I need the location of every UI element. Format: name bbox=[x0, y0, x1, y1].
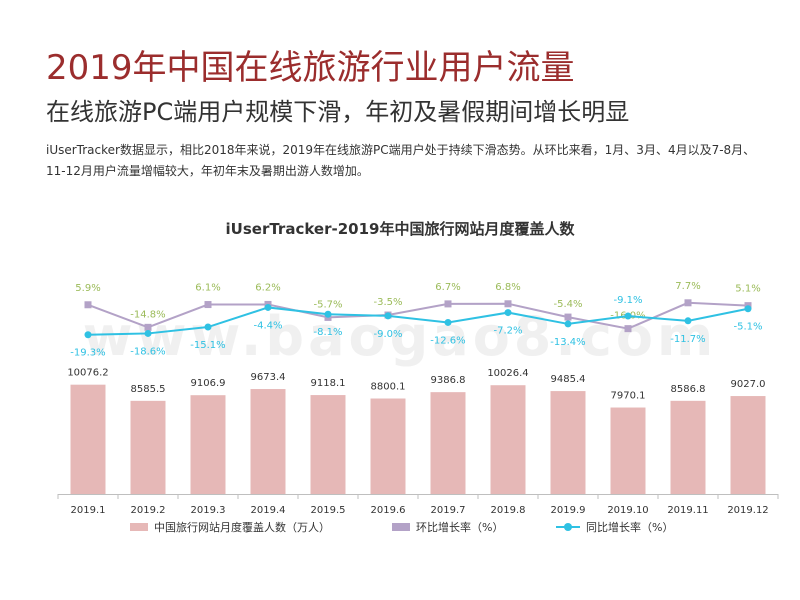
x-tick-label: 2019.8 bbox=[491, 505, 526, 516]
bar bbox=[670, 400, 706, 494]
mom-series-line bbox=[87, 301, 749, 330]
x-tick-label: 2019.10 bbox=[607, 505, 648, 516]
watermark: www.baogao8.com bbox=[82, 305, 718, 368]
mom-value-label: 6.7% bbox=[435, 282, 460, 293]
bar bbox=[730, 396, 766, 494]
mom-point bbox=[624, 325, 632, 333]
x-tick-label: 2019.5 bbox=[311, 505, 346, 516]
yoy-value-label: -9.0% bbox=[373, 329, 402, 340]
mom-value-label: 5.9% bbox=[75, 283, 100, 294]
bar bbox=[130, 400, 166, 494]
x-tick-label: 2019.4 bbox=[251, 505, 286, 516]
x-tick-label: 2019.11 bbox=[667, 505, 708, 516]
yoy-point bbox=[144, 329, 152, 337]
bar bbox=[430, 392, 466, 494]
yoy-point bbox=[744, 305, 752, 313]
x-tick-label: 2019.7 bbox=[431, 505, 466, 516]
bar-value-label: 8586.8 bbox=[671, 384, 706, 395]
yoy-value-label: -13.4% bbox=[550, 337, 585, 348]
yoy-point bbox=[684, 317, 692, 325]
mom-value-label: 6.8% bbox=[495, 282, 520, 293]
yoy-value-label: -19.3% bbox=[70, 348, 105, 359]
bar bbox=[310, 395, 346, 494]
legend-label-coverage: 中国旅行网站月度覆盖人数（万人） bbox=[154, 521, 330, 534]
yoy-point bbox=[84, 331, 92, 339]
bar-value-label: 9485.4 bbox=[551, 374, 586, 385]
bar-value-label: 10026.4 bbox=[487, 368, 528, 379]
legend-label-yoy: 同比增长率（%） bbox=[586, 521, 674, 534]
mom-point bbox=[564, 313, 572, 321]
yoy-value-label: -18.6% bbox=[130, 346, 165, 357]
legend-swatch-mom bbox=[392, 523, 410, 531]
yoy-point bbox=[504, 309, 512, 317]
bar-value-label: 8800.1 bbox=[371, 382, 406, 393]
yoy-point bbox=[264, 303, 272, 311]
bar-value-label: 7970.1 bbox=[611, 391, 646, 402]
chart-title: iUserTracker-2019年中国旅行网站月度覆盖人数 bbox=[225, 220, 575, 238]
legend-item-coverage: 中国旅行网站月度覆盖人数（万人） bbox=[130, 519, 330, 535]
mom-value-label: 5.1% bbox=[735, 284, 760, 295]
legend-swatch-bar bbox=[130, 523, 148, 531]
yoy-value-label: -8.1% bbox=[313, 327, 342, 338]
mom-value-label: -14.8% bbox=[130, 309, 165, 320]
yoy-value-label: -4.4% bbox=[253, 320, 282, 331]
yoy-value-label: -5.1% bbox=[733, 322, 762, 333]
page-title: 2019年中国在线旅游行业用户流量 bbox=[46, 48, 575, 88]
yoy-point bbox=[624, 312, 632, 320]
yoy-value-label: -7.2% bbox=[493, 326, 522, 337]
yoy-series-line bbox=[87, 306, 749, 336]
bar bbox=[610, 407, 646, 494]
bar-value-label: 9106.9 bbox=[191, 378, 226, 389]
description-text: iUserTracker数据显示，相比2018年来说，2019年在线旅游PC端用… bbox=[46, 143, 756, 178]
mom-value-label: 6.1% bbox=[195, 283, 220, 294]
bar-value-label: 9027.0 bbox=[731, 379, 766, 390]
legend-item-yoy: 同比增长率（%） bbox=[556, 519, 673, 535]
bar bbox=[250, 389, 286, 494]
mom-point bbox=[204, 301, 212, 309]
mom-point bbox=[504, 300, 512, 308]
bar bbox=[370, 398, 406, 494]
yoy-value-label: -9.1% bbox=[613, 295, 642, 306]
x-tick-label: 2019.2 bbox=[131, 505, 166, 516]
page-subtitle: 在线旅游PC端用户规模下滑，年初及暑假期间增长明显 bbox=[46, 98, 630, 126]
legend-label-mom: 环比增长率（%） bbox=[416, 521, 504, 534]
legend-item-mom: 环比增长率（%） bbox=[392, 519, 503, 535]
mom-value-label: -5.4% bbox=[553, 299, 582, 310]
yoy-point bbox=[384, 312, 392, 320]
yoy-value-label: -11.7% bbox=[670, 334, 705, 345]
yoy-point bbox=[444, 318, 452, 326]
bar bbox=[190, 395, 226, 494]
mom-value-label: -3.5% bbox=[373, 297, 402, 308]
bar-value-label: 9118.1 bbox=[311, 378, 346, 389]
bar bbox=[550, 391, 586, 494]
yoy-value-label: -12.6% bbox=[430, 335, 465, 346]
yoy-point bbox=[324, 310, 332, 318]
bar-value-label: 8585.5 bbox=[131, 384, 166, 395]
x-tick-label: 2019.6 bbox=[371, 505, 406, 516]
mom-value-label: 6.2% bbox=[255, 282, 280, 293]
bar bbox=[70, 384, 106, 494]
x-tick-label: 2019.1 bbox=[71, 505, 106, 516]
x-tick-label: 2019.3 bbox=[191, 505, 226, 516]
yoy-value-label: -15.1% bbox=[190, 340, 225, 351]
legend-swatch-yoy bbox=[556, 523, 580, 531]
mom-point bbox=[684, 299, 692, 307]
bar-value-label: 9673.4 bbox=[251, 372, 286, 383]
bar bbox=[490, 385, 526, 494]
bar-value-label: 10076.2 bbox=[67, 368, 108, 379]
yoy-point bbox=[204, 323, 212, 331]
chart-legend: 中国旅行网站月度覆盖人数（万人） 环比增长率（%） 同比增长率（%） bbox=[0, 519, 800, 539]
mom-value-label: 7.7% bbox=[675, 281, 700, 292]
yoy-point bbox=[564, 320, 572, 328]
bar-value-label: 9386.8 bbox=[431, 375, 466, 386]
mom-point bbox=[144, 323, 152, 331]
x-tick-label: 2019.9 bbox=[551, 505, 586, 516]
mom-value-label: -5.7% bbox=[313, 299, 342, 310]
mom-point bbox=[444, 300, 452, 308]
x-tick-label: 2019.12 bbox=[727, 505, 768, 516]
mom-point bbox=[84, 301, 92, 309]
